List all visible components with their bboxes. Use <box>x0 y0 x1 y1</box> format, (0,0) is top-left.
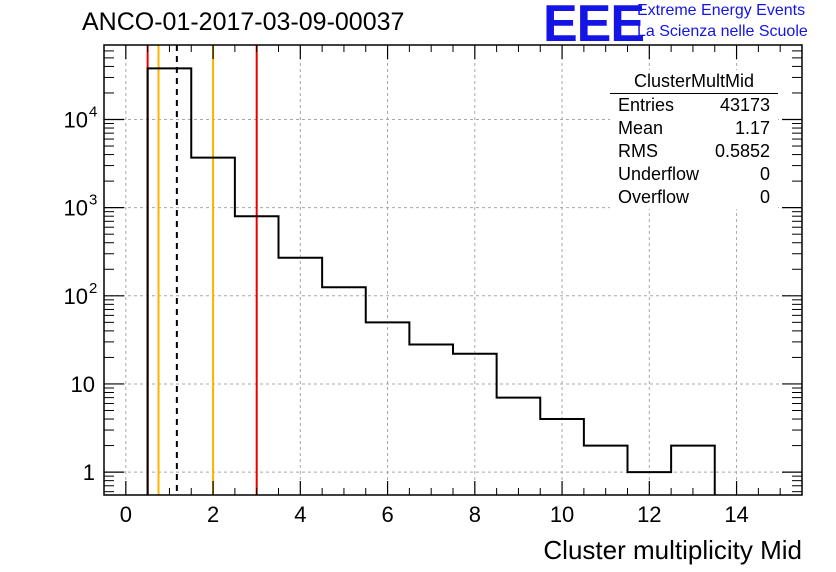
y-tick-label: 10 <box>71 372 95 397</box>
histogram-outline <box>146 67 716 495</box>
x-tick-label: 0 <box>120 502 132 527</box>
y-tick-exponent: 4 <box>89 103 97 120</box>
x-tick-label: 10 <box>550 502 574 527</box>
stats-label: Overflow <box>618 187 690 207</box>
y-tick-label: 10 <box>64 107 88 132</box>
stats-title: ClusterMultMid <box>610 70 778 94</box>
x-tick-label: 8 <box>469 502 481 527</box>
x-tick-label: 2 <box>207 502 219 527</box>
stats-row-mean: Mean 1.17 <box>610 117 778 140</box>
stats-value: 1.17 <box>734 118 770 138</box>
stats-value: 43173 <box>719 95 770 115</box>
x-tick-label: 12 <box>637 502 661 527</box>
stats-value: 0 <box>759 164 770 184</box>
y-tick-label: 1 <box>83 460 95 485</box>
stats-row-overflow: Overflow 0 <box>610 186 778 209</box>
x-tick-label: 4 <box>294 502 306 527</box>
stats-label: Underflow <box>618 164 700 184</box>
logo-subtitle-1: Extreme Energy Events <box>637 2 806 19</box>
stats-label: Mean <box>618 118 664 138</box>
y-tick-label: 10 <box>64 284 88 309</box>
logo-subtitle-2: La Scienza nelle Scuole <box>637 23 808 40</box>
y-tick-exponent: 2 <box>89 280 97 297</box>
x-axis-label: Cluster multiplicity Mid <box>543 535 802 565</box>
y-tick-exponent: 3 <box>89 192 97 209</box>
stats-row-underflow: Underflow 0 <box>610 163 778 186</box>
stats-label: RMS <box>618 141 658 161</box>
stats-row-entries: Entries 43173 <box>610 94 778 117</box>
chart-title: ANCO-01-2017-03-09-00037 <box>82 8 405 36</box>
x-tick-label: 14 <box>724 502 748 527</box>
stats-box: ClusterMultMid Entries 43173 Mean 1.17 R… <box>610 70 778 209</box>
stats-value: 0 <box>759 187 770 207</box>
stats-label: Entries <box>618 95 675 115</box>
stats-value: 0.5852 <box>714 141 770 161</box>
x-tick-label: 6 <box>381 502 393 527</box>
eee-logo: EEE <box>543 0 645 53</box>
y-tick-label: 10 <box>64 196 88 221</box>
stats-row-rms: RMS 0.5852 <box>610 140 778 163</box>
